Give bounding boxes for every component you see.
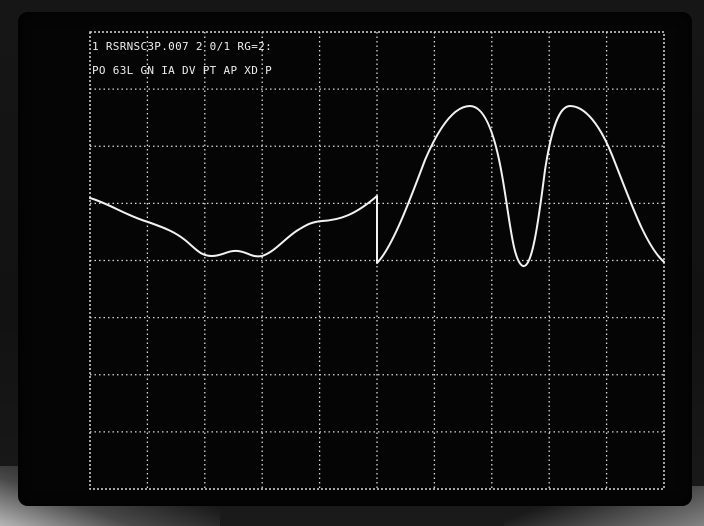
oscilloscope-screen <box>18 12 692 506</box>
status-line-1: 1 RSRNSC3P.007 2 0/1 RG=2: <box>92 40 272 53</box>
scope-status-text: 1 RSRNSC3P.007 2 0/1 RG=2: PO 63L GN IA … <box>92 40 272 77</box>
waveform-trace <box>89 105 665 267</box>
scope-grid <box>89 31 665 490</box>
status-line-2: PO 63L GN IA DV PT AP XD P <box>92 64 272 77</box>
